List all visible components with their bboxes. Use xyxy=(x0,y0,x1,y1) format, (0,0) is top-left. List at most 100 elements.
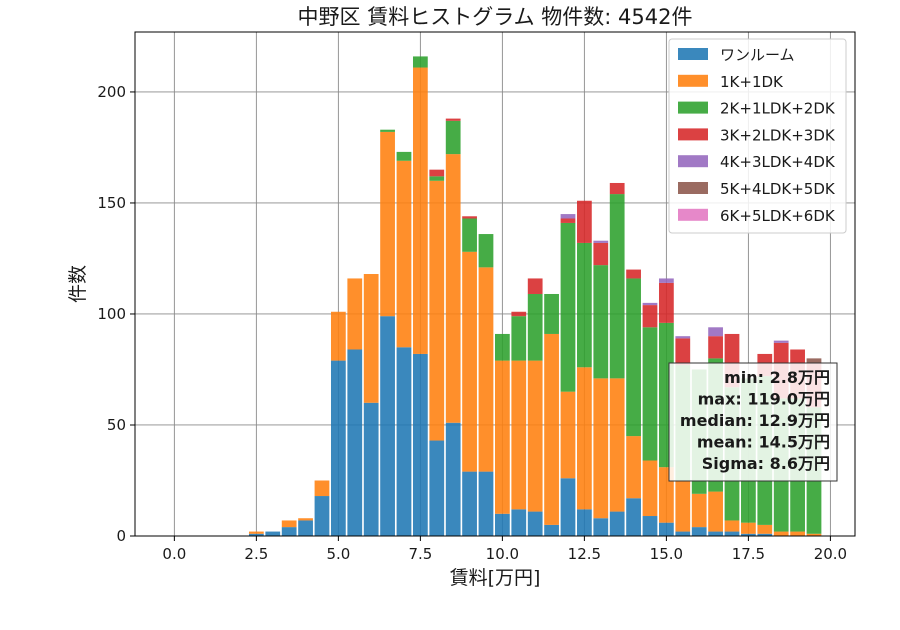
bar-segment xyxy=(527,511,543,536)
bar-segment xyxy=(511,360,527,510)
x-tick-label: 10.0 xyxy=(486,545,519,563)
bar-segment xyxy=(593,242,609,266)
bar-segment xyxy=(593,240,609,243)
bar-segment xyxy=(757,524,773,534)
bar-segment xyxy=(495,360,510,514)
x-tick-label: 5.0 xyxy=(326,545,350,563)
bar-segment xyxy=(544,333,559,525)
x-tick-label: 15.0 xyxy=(650,545,683,563)
plot-frame xyxy=(134,31,856,537)
legend-label: 4K+3LDK+4DK xyxy=(720,153,836,171)
bar-segment xyxy=(626,436,641,499)
bar-segment xyxy=(429,440,445,536)
bar-segment xyxy=(560,222,576,392)
bar-segment xyxy=(741,533,756,536)
y-axis-label: 件数 xyxy=(67,265,89,303)
bar-segment xyxy=(773,340,789,343)
chart-title: 中野区 賃料ヒストグラム 物件数: 4542件 xyxy=(298,5,693,29)
bar-segment xyxy=(330,311,346,361)
legend-frame xyxy=(668,38,847,234)
bar-segment xyxy=(691,493,707,528)
bar-segment xyxy=(248,533,264,536)
bar-segment xyxy=(544,524,559,536)
bar-segment xyxy=(642,327,658,461)
bar-segment xyxy=(708,336,723,359)
legend-swatch xyxy=(678,155,708,168)
bar-segment xyxy=(642,302,658,306)
bar-segment xyxy=(527,278,543,294)
bar-segment xyxy=(577,367,592,510)
bar-segment xyxy=(609,511,625,536)
bar-segment xyxy=(593,265,609,379)
bar-segment xyxy=(642,460,658,517)
bar-segment xyxy=(577,200,592,243)
legend-label: ワンルーム xyxy=(720,46,795,64)
bar-segment xyxy=(642,305,658,328)
bar-segment xyxy=(380,131,395,317)
bar-segment xyxy=(281,520,297,528)
bar-segment xyxy=(593,518,609,536)
bar-segment xyxy=(806,358,822,363)
bar-segment xyxy=(659,282,674,323)
x-tick-label: 7.5 xyxy=(408,545,432,563)
legend-swatch xyxy=(678,48,708,60)
bar-segment xyxy=(462,251,477,472)
stats-line: Sigma: 8.6万円 xyxy=(702,454,830,473)
bar-segment xyxy=(380,129,395,132)
bar-segment xyxy=(347,349,363,536)
bar-segment xyxy=(281,527,297,536)
bar-segment xyxy=(609,194,625,379)
legend: ワンルーム 1K+1DK 2K+1LDK+2DK 3K+2LDK+3DK 4K+3LDK… xyxy=(668,38,847,234)
bar-segment xyxy=(675,531,691,536)
y-tick-label: 150 xyxy=(97,194,126,212)
bar-segment xyxy=(708,531,723,536)
bar-segment xyxy=(396,151,412,161)
x-tick-label: 17.5 xyxy=(732,545,765,563)
bar-segment xyxy=(675,480,691,532)
bar-segment xyxy=(462,471,477,536)
bar-segment xyxy=(642,516,658,536)
legend-swatch xyxy=(678,128,708,141)
bar-segment xyxy=(560,478,576,536)
bar-segment xyxy=(511,311,527,317)
bar-segment xyxy=(724,531,740,536)
bar-segment xyxy=(265,531,281,536)
bar-segment xyxy=(429,169,445,177)
stats-line: median: 12.9万円 xyxy=(680,411,830,430)
bar-segment xyxy=(330,360,346,536)
bar-segment xyxy=(445,118,461,121)
bar-segment xyxy=(626,498,641,536)
bar-segment xyxy=(248,531,264,534)
bar-segment xyxy=(511,316,527,361)
legend-label: 5K+4LDK+5DK xyxy=(720,180,836,198)
y-tick-label: 0 xyxy=(116,527,126,545)
bar-segment xyxy=(560,218,576,223)
bar-segment xyxy=(363,274,379,403)
stats-line: min: 2.8万円 xyxy=(724,368,830,387)
bar-segment xyxy=(412,56,428,68)
bar-segment xyxy=(724,520,740,532)
legend-swatch xyxy=(678,182,708,194)
bar-segment xyxy=(741,522,756,534)
bar-segment xyxy=(577,242,592,368)
bar-segment xyxy=(691,527,707,536)
stats-box: min: 2.8万円 max: 119.0万円 median: 12.9万円 mean… xyxy=(668,362,838,482)
x-axis-label: 賃料[万円] xyxy=(450,567,541,589)
x-tick-label: 2.5 xyxy=(244,545,268,563)
bar-segment xyxy=(445,154,461,423)
stats-line: mean: 14.5万円 xyxy=(697,433,830,452)
legend-label: 2K+1LDK+2DK xyxy=(720,100,836,118)
bar-segment xyxy=(412,353,428,536)
legend-label: 3K+2LDK+3DK xyxy=(720,126,836,144)
bar-segment xyxy=(478,234,494,268)
bar-segment xyxy=(495,333,510,361)
bar-segment xyxy=(560,391,576,479)
bar-segment xyxy=(577,509,592,536)
legend-swatch xyxy=(678,74,708,87)
legend-label: 6K+5LDK+6DK xyxy=(720,207,836,225)
bar-segment xyxy=(412,67,428,354)
bar-segment xyxy=(659,522,674,536)
bar-segment xyxy=(708,491,723,532)
bar-segment xyxy=(511,509,527,536)
bar-segment xyxy=(298,518,313,521)
